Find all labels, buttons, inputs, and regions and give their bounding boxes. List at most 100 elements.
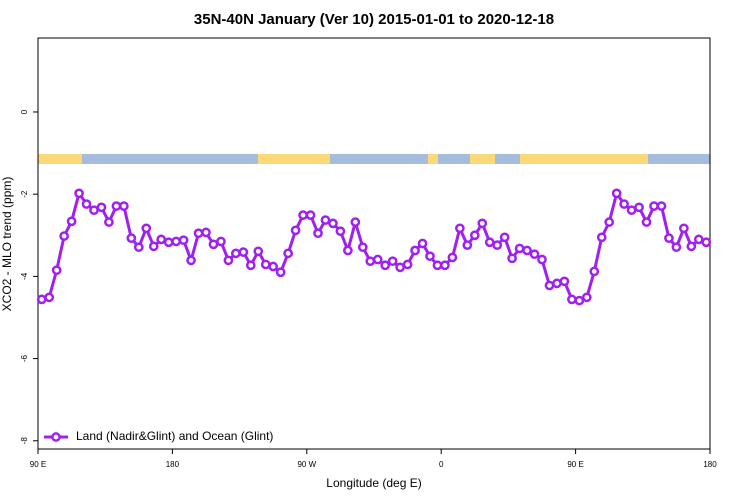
data-point	[126, 233, 137, 244]
data-point	[529, 249, 540, 260]
data-point	[231, 248, 241, 259]
data-point	[223, 255, 234, 266]
data-point	[484, 237, 495, 248]
data-point	[455, 223, 465, 234]
data-point	[36, 294, 47, 305]
data-point	[216, 236, 226, 247]
data-point	[656, 201, 667, 211]
data-point	[74, 188, 84, 199]
data-point	[245, 260, 256, 271]
data-point	[298, 210, 308, 220]
y-tick-label: -6	[20, 354, 29, 362]
data-point	[507, 253, 517, 264]
x-axis-label: Longitude (deg E)	[326, 476, 421, 490]
data-point	[395, 262, 405, 273]
plot-area: 90 E 180 90 W 0 90 E 180 0 -2 -4 -6 -8 Land (Nadir&…	[20, 109, 717, 469]
data-point	[156, 234, 167, 245]
data-point	[260, 259, 271, 270]
data-point	[66, 216, 77, 227]
data-point	[178, 235, 189, 246]
data-point	[410, 245, 420, 256]
y-axis-label: XCO2 - MLO trend (ppm)	[0, 177, 14, 312]
chart-title: 35N-40N January (Ver 10) 2015-01-01 to 2…	[194, 11, 554, 28]
data-point	[499, 232, 510, 243]
data-point	[477, 218, 488, 229]
data-point	[111, 201, 122, 211]
data-point	[372, 254, 383, 265]
data-point	[119, 201, 129, 211]
data-point	[320, 215, 331, 225]
data-point	[201, 227, 211, 238]
data-point	[574, 295, 585, 306]
data-point	[686, 241, 697, 252]
data-point	[163, 237, 174, 248]
data-point	[432, 260, 443, 271]
data-point	[343, 245, 353, 256]
data-point	[104, 217, 114, 227]
data-point	[313, 228, 323, 239]
data-point	[133, 242, 144, 253]
data-point	[626, 205, 637, 216]
data-point	[552, 278, 562, 289]
y-tick-label: -4	[20, 272, 29, 280]
data-point	[492, 240, 503, 250]
data-point	[567, 294, 577, 305]
data-point	[619, 199, 629, 209]
data-point	[417, 238, 428, 249]
data-point	[89, 205, 99, 216]
data-point	[544, 280, 555, 291]
data-point	[380, 260, 391, 271]
data-point	[275, 267, 286, 278]
x-tick-label: 90 E	[30, 460, 46, 469]
data-point	[186, 255, 196, 266]
data-point	[596, 232, 607, 243]
data-point	[671, 242, 682, 253]
data-point	[604, 217, 615, 227]
data-point	[402, 259, 413, 270]
data-point	[253, 246, 264, 257]
data-point	[141, 223, 152, 234]
data-point	[462, 240, 473, 250]
data-point	[522, 245, 532, 256]
data-point	[44, 292, 55, 303]
data-point	[305, 210, 316, 220]
data-point	[679, 223, 689, 234]
y-tick-label: -8	[20, 437, 29, 445]
data-point	[611, 188, 622, 199]
land-strip	[428, 154, 438, 164]
data-point	[589, 266, 600, 277]
data-point	[469, 230, 480, 241]
x-tick-label: 180	[703, 460, 717, 469]
data-point	[328, 218, 338, 229]
land-strip	[38, 154, 82, 164]
land-strip	[520, 154, 648, 164]
data-point	[148, 241, 159, 252]
data-point	[96, 202, 107, 213]
y-tick-label: 0	[20, 109, 29, 114]
data-point	[357, 242, 368, 253]
data-point	[51, 265, 62, 276]
data-point	[440, 260, 450, 271]
x-tick-label: 90 E	[567, 460, 583, 469]
data-point	[649, 201, 659, 211]
land-strip	[470, 154, 495, 164]
x-tick-label: 180	[166, 460, 180, 469]
land-strip	[258, 154, 330, 164]
ocean-strip	[38, 154, 710, 164]
data-point	[290, 225, 301, 236]
data-point	[193, 228, 204, 239]
x-tick-label: 90 W	[297, 460, 316, 469]
data-point	[537, 254, 547, 265]
y-tick-label: -2	[20, 190, 29, 198]
legend-label: Land (Nadir&Glint) and Ocean (Glint)	[76, 429, 273, 443]
data-point	[634, 202, 644, 213]
data-point	[171, 236, 181, 247]
data-point	[335, 226, 346, 237]
data-point	[350, 217, 361, 227]
data-point	[701, 237, 712, 248]
data-point	[425, 251, 435, 262]
data-point	[59, 231, 69, 241]
data-point	[664, 233, 674, 244]
